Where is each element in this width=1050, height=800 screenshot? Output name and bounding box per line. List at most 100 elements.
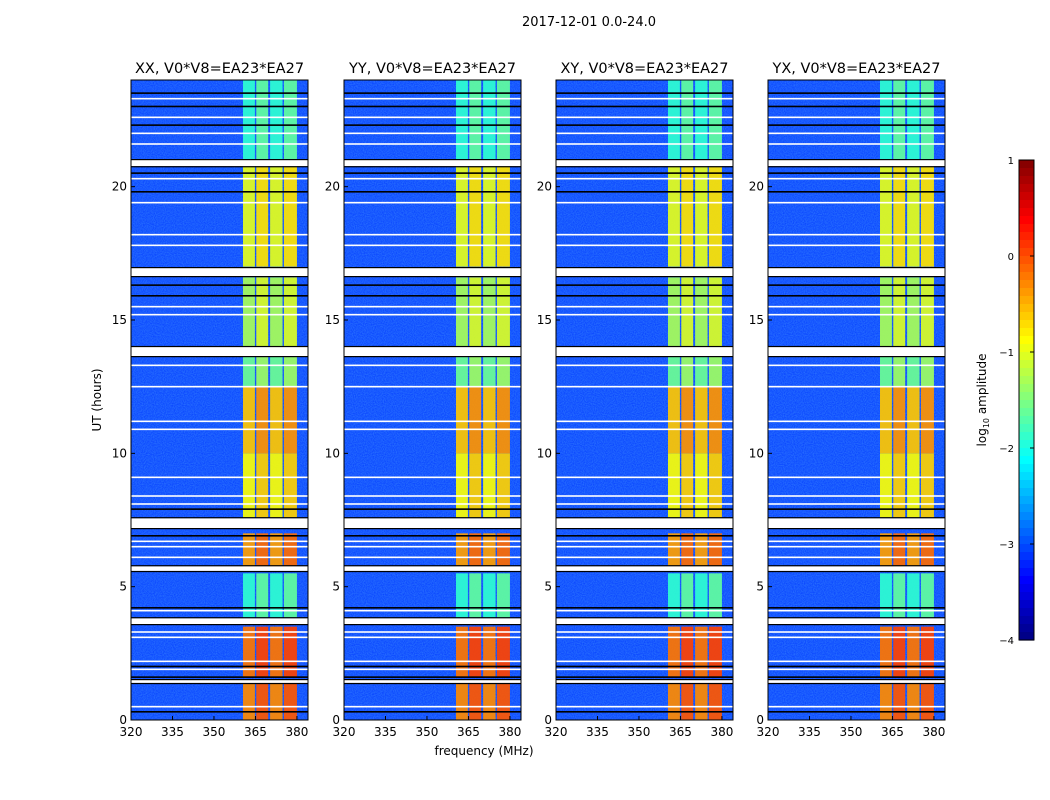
dark-line xyxy=(556,517,733,519)
band-cell xyxy=(681,80,694,160)
band-cell xyxy=(496,682,510,720)
colorbar-segment xyxy=(1019,304,1034,313)
band-cell xyxy=(243,80,255,160)
dark-line xyxy=(131,295,308,297)
band-cell xyxy=(695,682,708,720)
colorbar-segment xyxy=(1019,336,1034,345)
colorbar-segment xyxy=(1019,496,1034,505)
flagged-line xyxy=(131,233,308,236)
dark-line xyxy=(556,665,733,668)
band-cell xyxy=(469,386,482,454)
colorbar-segment xyxy=(1019,624,1034,633)
colorbar-segment xyxy=(1019,552,1034,561)
band-cell xyxy=(880,80,892,160)
y-tick-label: 20 xyxy=(325,180,340,194)
band-cell xyxy=(256,682,269,720)
dark-line xyxy=(131,624,308,626)
dark-line xyxy=(344,508,521,510)
x-tick-label: 380 xyxy=(710,725,733,739)
x-tick-label: 380 xyxy=(922,725,945,739)
band-cell xyxy=(483,533,496,567)
y-tick-label: 20 xyxy=(749,180,764,194)
flagged-band xyxy=(556,346,733,356)
flagged-line xyxy=(131,668,308,671)
dark-line xyxy=(556,124,733,126)
band-cell xyxy=(880,386,892,454)
flagged-line xyxy=(344,540,521,543)
band-cell xyxy=(681,166,694,267)
colorbar-segment xyxy=(1019,368,1034,377)
colorbar-segment xyxy=(1019,424,1034,433)
flagged-line xyxy=(131,132,308,135)
flagged-line xyxy=(556,313,733,316)
band-cell xyxy=(496,453,510,518)
band-cell xyxy=(469,533,482,567)
colorbar-tick-label: 0 xyxy=(1008,252,1014,263)
x-tick-label: 365 xyxy=(244,725,267,739)
flagged-line xyxy=(131,660,308,663)
flagged-line xyxy=(344,143,521,145)
dark-line xyxy=(556,565,733,567)
dark-line xyxy=(344,570,521,573)
colorbar-segment xyxy=(1019,472,1034,481)
dark-line xyxy=(344,528,521,530)
x-tick-label: 380 xyxy=(498,725,521,739)
band-cell xyxy=(243,166,255,267)
flagged-line xyxy=(344,556,521,559)
panel-frame xyxy=(343,79,522,721)
dark-line xyxy=(556,624,733,626)
band-cell xyxy=(483,277,496,347)
flagged-line xyxy=(131,364,308,367)
band-cell xyxy=(270,533,283,567)
band-cell xyxy=(456,356,468,387)
band-cell xyxy=(256,277,269,347)
dark-line xyxy=(768,508,945,510)
colorbar-segment xyxy=(1019,288,1034,297)
colorbar-segment xyxy=(1019,256,1034,265)
colorbar-label: log10 amplitude xyxy=(975,354,991,447)
dark-line xyxy=(768,624,945,626)
colorbar-tick-label: −3 xyxy=(999,540,1014,551)
colorbar-segment xyxy=(1019,264,1034,273)
flagged-band xyxy=(556,268,733,276)
flagged-line xyxy=(556,305,733,308)
flagged-line xyxy=(768,545,945,548)
band-cell xyxy=(695,533,708,567)
flagged-line xyxy=(768,540,945,543)
colorbar-segment xyxy=(1019,440,1034,449)
flagged-line xyxy=(131,244,308,247)
dark-line xyxy=(768,665,945,668)
colorbar-segment xyxy=(1019,584,1034,593)
colorbar-segment xyxy=(1019,176,1034,185)
band-cell xyxy=(496,386,510,454)
y-tick-label: 0 xyxy=(119,713,127,727)
dark-line xyxy=(556,356,733,358)
band-cell xyxy=(256,356,269,387)
band-cell xyxy=(695,166,708,267)
dark-line xyxy=(556,166,733,168)
band-cell xyxy=(456,386,468,454)
band-cell xyxy=(907,166,920,267)
dark-line xyxy=(131,679,308,681)
colorbar-segment xyxy=(1019,352,1034,361)
dark-line xyxy=(131,124,308,126)
band-cell xyxy=(456,166,468,267)
band-cell xyxy=(907,453,920,518)
dark-line xyxy=(131,607,308,609)
dark-line xyxy=(131,676,308,678)
dark-line xyxy=(768,517,945,519)
band-cell xyxy=(270,453,283,518)
colorbar-segment xyxy=(1019,448,1034,457)
band-cell xyxy=(920,682,934,720)
band-cell xyxy=(708,573,722,618)
colorbar-segment xyxy=(1019,408,1034,417)
flagged-line xyxy=(556,476,733,479)
band-cell xyxy=(243,356,255,387)
band-cell xyxy=(695,386,708,454)
panel-0: XX, V0*V8=EA23*EA27 320 335 350 365 380 0 5 10 15… xyxy=(112,61,309,739)
dark-line xyxy=(131,570,308,573)
flagged-line xyxy=(344,609,521,612)
dark-line xyxy=(768,124,945,126)
x-tick-label: 320 xyxy=(545,725,568,739)
